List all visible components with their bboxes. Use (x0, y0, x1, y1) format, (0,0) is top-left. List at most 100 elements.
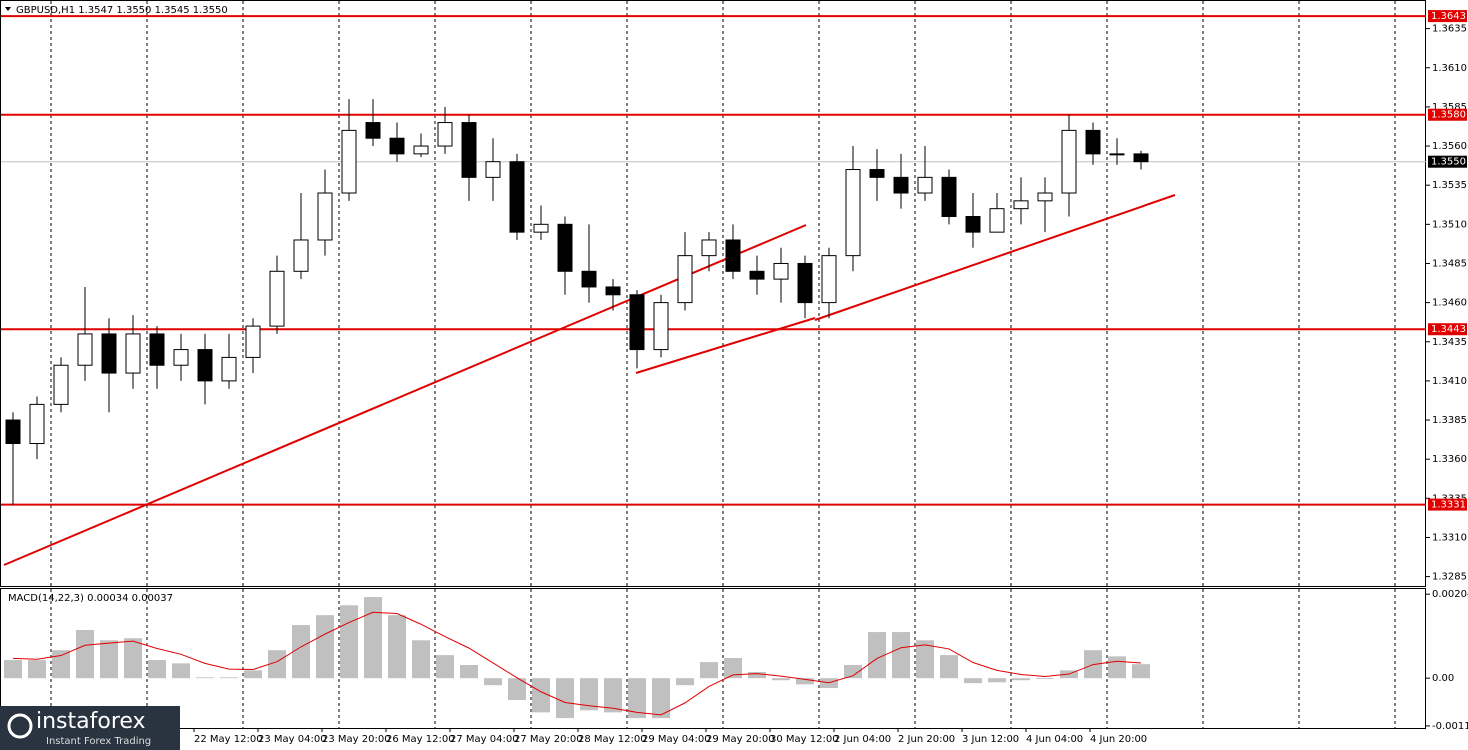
trend-line (635, 317, 816, 374)
candle-body (773, 262, 789, 280)
current-price-tag (1428, 155, 1467, 168)
macd-bar (484, 678, 502, 686)
macd-bar (196, 677, 214, 679)
candle-body (677, 255, 693, 304)
macd-bar (892, 632, 910, 679)
menu-arrow (5, 7, 11, 11)
x-tick-label: 22 May 12:00 (194, 734, 263, 745)
candle-body (1061, 129, 1077, 194)
candle-body (413, 145, 429, 155)
macd-frame (0, 588, 1426, 729)
level-label: 1.3331 (1431, 500, 1466, 511)
candle-body (1037, 192, 1053, 202)
macd-bar (532, 678, 550, 713)
candle-body (941, 176, 957, 217)
macd-bar (244, 670, 262, 679)
candle-body (1085, 129, 1101, 155)
x-tick-label: 3 Jun 12:00 (962, 734, 1019, 745)
candle-body (461, 122, 477, 178)
candle-body (605, 286, 621, 296)
candle-body (797, 262, 813, 304)
x-tick-label: 2 Jun 20:00 (898, 734, 955, 745)
y-tick-label: 0.00204 (1432, 589, 1468, 600)
y-tick-label: 1.3585 (1432, 102, 1467, 113)
candle-body (965, 215, 981, 233)
candle-body (149, 333, 165, 366)
candle-body (845, 169, 861, 257)
macd-bar (796, 678, 814, 685)
macd-bar (220, 677, 238, 679)
macd-signal (12, 611, 1142, 716)
y-tick-label: 1.3560 (1432, 141, 1467, 152)
candle-body (269, 270, 285, 327)
y-tick-label: 1.3410 (1432, 376, 1467, 387)
macd-bar (700, 662, 718, 679)
level-tag (1428, 498, 1467, 511)
chart-title: GBPUSD,H1 1.3547 1.3550 1.3545 1.3550 (16, 5, 228, 16)
x-tick-label: 27 May 04:00 (450, 734, 519, 745)
y-tick-label: 1.3285 (1432, 572, 1467, 583)
candle-body (341, 129, 357, 194)
candle-body (437, 122, 453, 147)
y-tick-label: 1.3535 (1432, 180, 1467, 191)
macd-bar (436, 655, 454, 679)
x-tick-label: 29 May 04:00 (642, 734, 711, 745)
trend-lines (3, 194, 1176, 566)
macd-bar (916, 640, 934, 679)
x-tick-label: 23 May 04:00 (258, 734, 327, 745)
macd-bar (964, 678, 982, 684)
x-tick-label: 23 May 20:00 (322, 734, 391, 745)
macd-bar (868, 632, 886, 679)
macd-bar (748, 672, 766, 679)
candle-body (389, 137, 405, 155)
current-price-label: 1.3550 (1431, 157, 1466, 168)
candle-body (869, 169, 885, 178)
candle-body (533, 223, 549, 233)
candle-body (581, 270, 597, 288)
macd-bar (676, 678, 694, 686)
macd-bar (172, 663, 190, 679)
y-tick-label: -0.00116 (1432, 721, 1468, 732)
x-tick-label: 26 May 12:00 (386, 734, 455, 745)
macd-bar (580, 678, 598, 711)
macd-bar (148, 660, 166, 679)
macd-bar (1036, 678, 1054, 679)
candle-body (653, 302, 669, 351)
x-tick-label: 4 Jun 04:00 (1026, 734, 1083, 745)
candle-body (509, 161, 525, 233)
candle-body (221, 356, 237, 382)
x-tick-label: 28 May 12:00 (578, 734, 647, 745)
macd-bar (508, 678, 526, 700)
trend-line (814, 194, 1176, 321)
macd-bar (604, 678, 622, 713)
macd-bar (4, 660, 22, 679)
macd-bar (1132, 664, 1150, 679)
x-tick-label: 30 May 12:00 (770, 734, 839, 745)
macd-bar (724, 658, 742, 679)
macd-bar (772, 678, 790, 681)
macd-bar (1108, 656, 1126, 679)
macd-bar (628, 678, 646, 719)
candle-body (1133, 153, 1149, 163)
y-tick-label: 1.3460 (1432, 298, 1467, 309)
y-tick-label: 1.3310 (1432, 532, 1467, 543)
candle-body (29, 403, 45, 445)
macd-bar (340, 605, 358, 679)
macd-bar (52, 650, 70, 679)
candle-body (749, 270, 765, 280)
candle-body (173, 349, 189, 366)
y-tick-label: 1.3635 (1432, 24, 1467, 35)
grid (50, 1, 1396, 728)
macd-bar (1012, 678, 1030, 681)
macd-bar (460, 665, 478, 679)
candle-body (1109, 153, 1125, 156)
y-tick-label: 1.3610 (1432, 63, 1467, 74)
price-frame (0, 0, 1426, 587)
x-tick-label: 27 May 20:00 (514, 734, 583, 745)
level-label: 1.3580 (1431, 110, 1466, 121)
macd-title: MACD(14,22,3) 0.00034 0.00037 (8, 593, 173, 604)
y-tick-label: 1.3435 (1432, 337, 1467, 348)
trend-line (3, 224, 807, 566)
